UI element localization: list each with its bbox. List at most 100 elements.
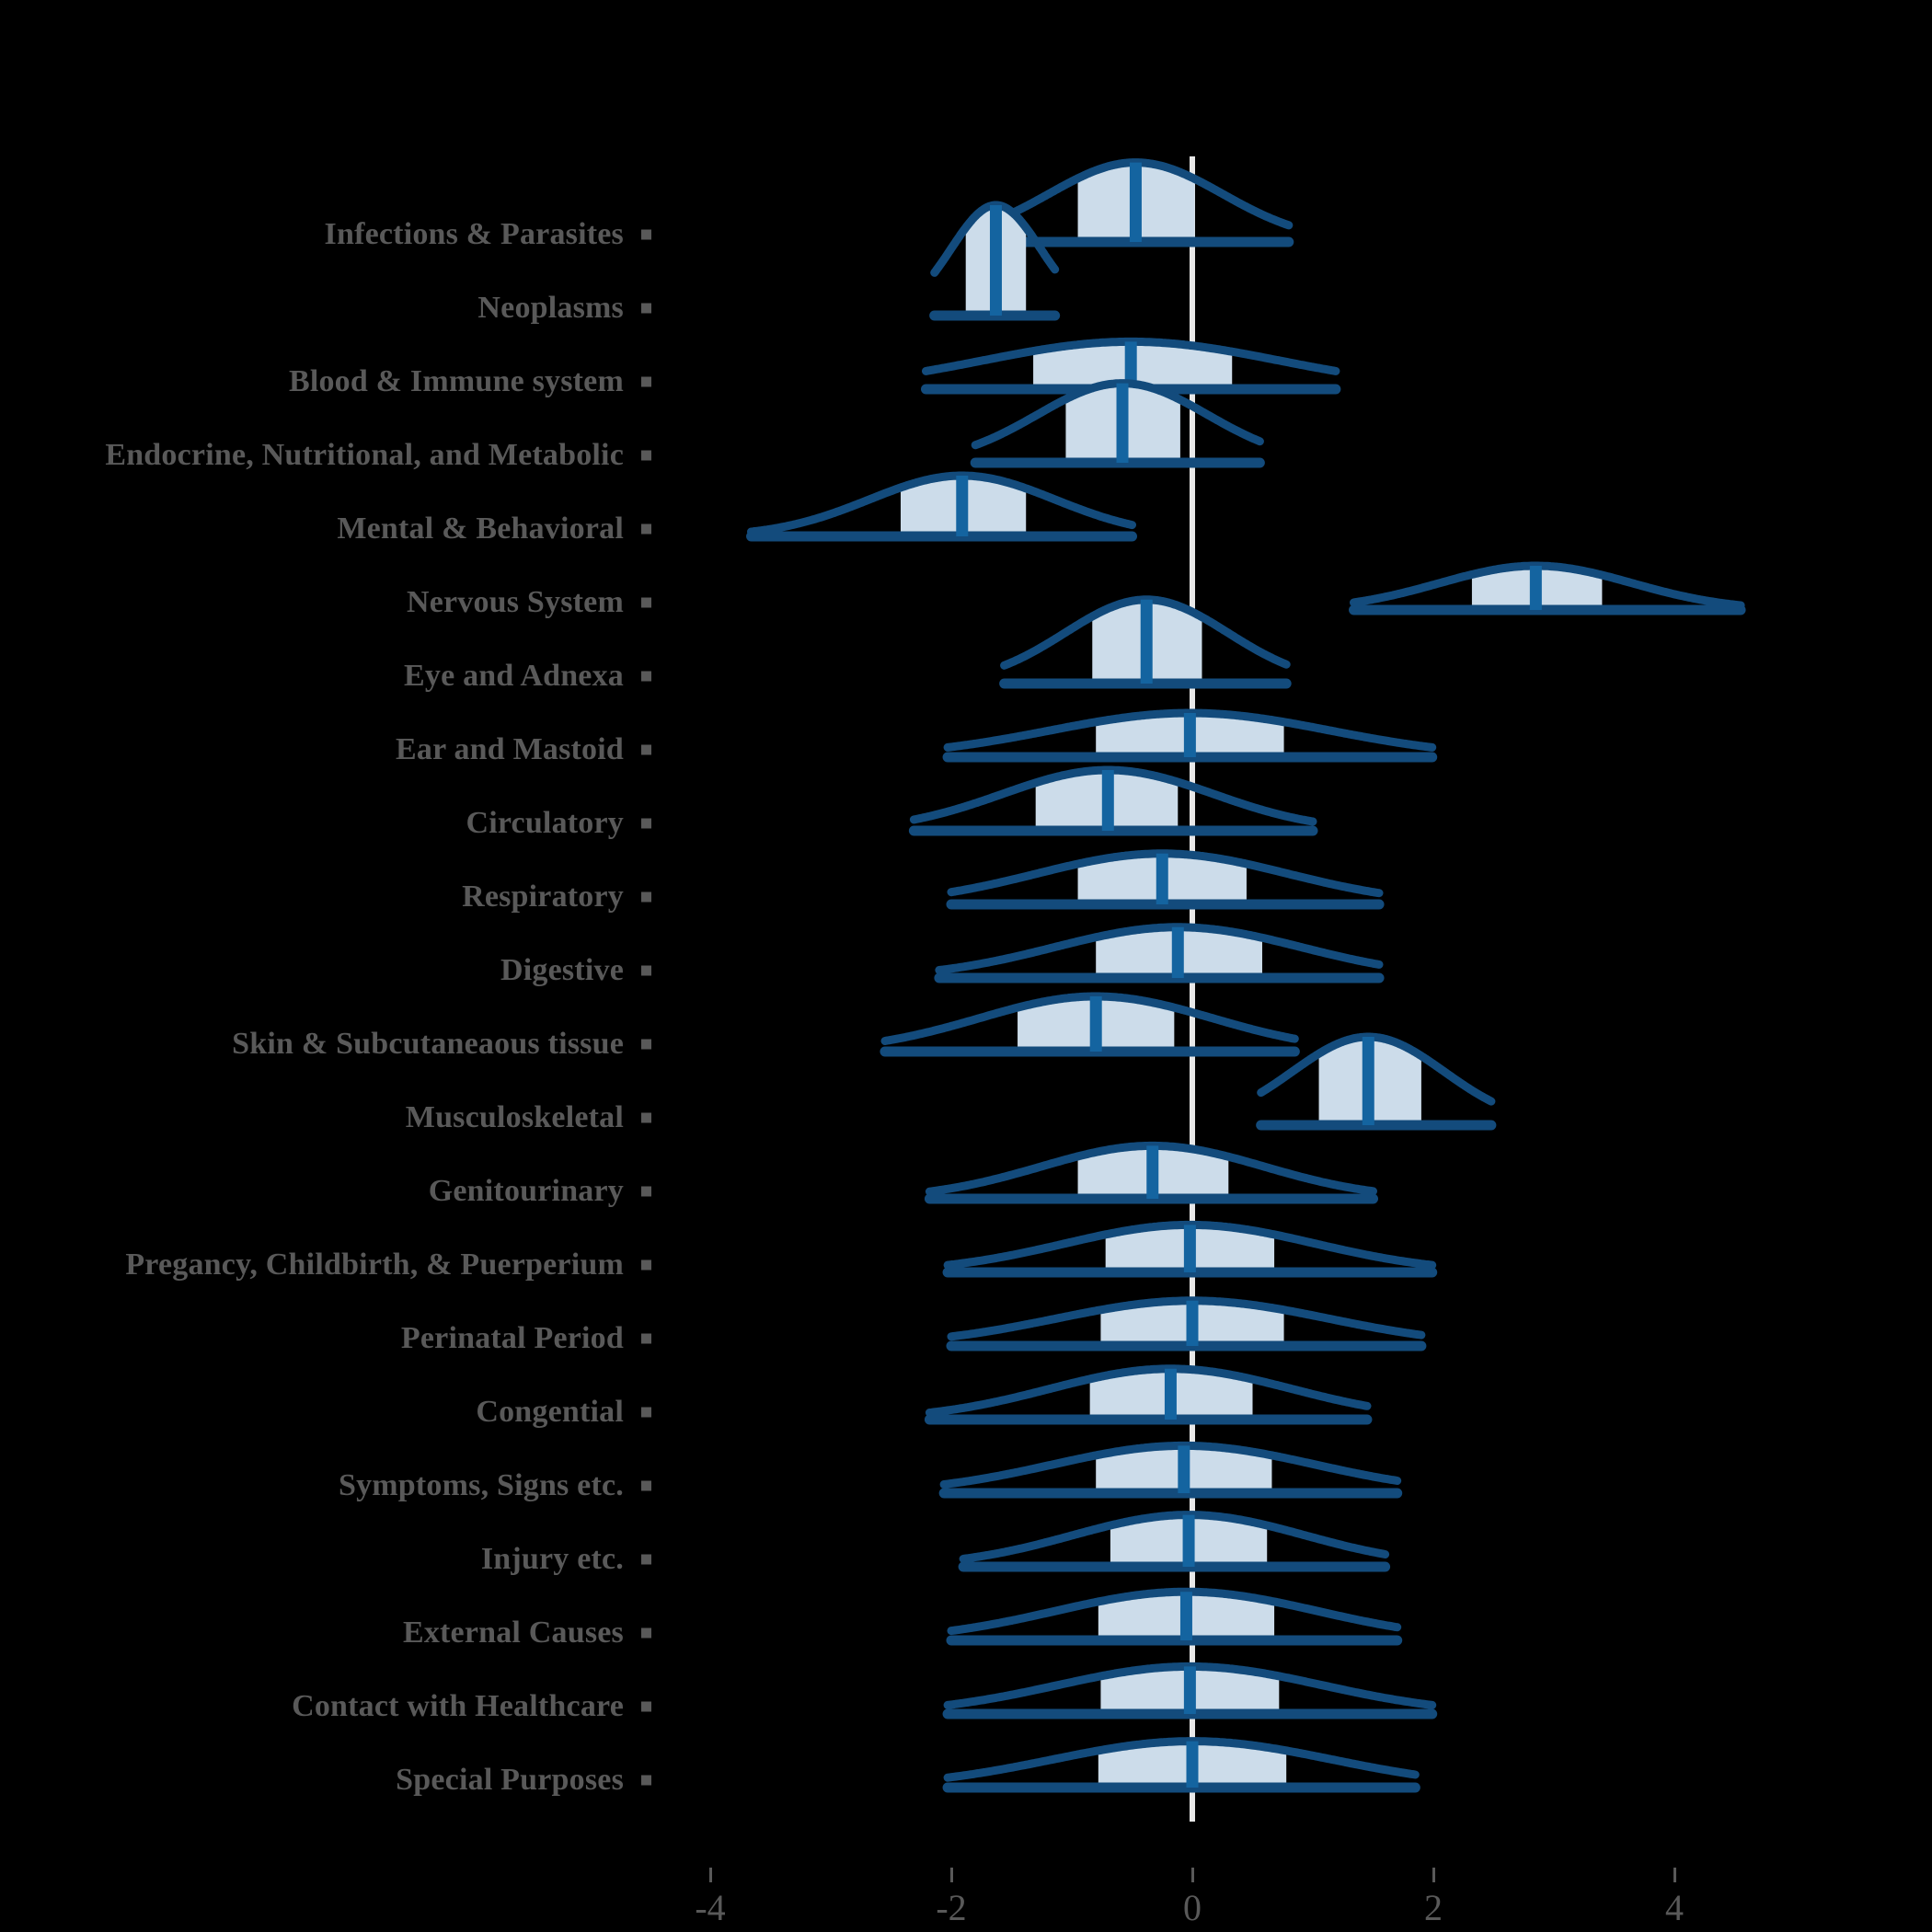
y-axis-label-3: Endocrine, Nutritional, and Metabolic xyxy=(105,438,624,472)
y-axis-tick-16 xyxy=(641,1407,651,1418)
y-axis-tick-10 xyxy=(641,965,651,976)
y-axis-label-4: Mental & Behavioral xyxy=(337,512,624,546)
density-outline xyxy=(1350,561,1745,610)
x-axis-tick-label-4: 4 xyxy=(1665,1887,1684,1928)
y-axis-tick-18 xyxy=(641,1554,651,1565)
density-outline xyxy=(909,765,1317,826)
density-outline xyxy=(971,379,1264,450)
credible-interval-fill xyxy=(1092,599,1202,684)
x-axis-tick-label-1: -2 xyxy=(936,1887,967,1928)
y-axis-tick-8 xyxy=(641,818,651,829)
x-axis-tick-2 xyxy=(1191,1868,1194,1882)
credible-interval-fill xyxy=(1471,566,1603,610)
y-axis-label-14: Pregancy, Childbirth, & Puerperium xyxy=(125,1248,624,1282)
x-axis-tick-3 xyxy=(1432,1868,1435,1882)
density-outline xyxy=(1257,1032,1496,1106)
y-axis-label-18: Injury etc. xyxy=(480,1542,624,1576)
density-outline xyxy=(922,337,1340,375)
y-axis-label-17: Symptoms, Signs etc. xyxy=(338,1468,624,1502)
credible-interval-fill xyxy=(1077,1145,1229,1199)
y-axis-label-6: Eye and Adnexa xyxy=(404,659,624,693)
credible-interval-fill xyxy=(1065,383,1180,463)
y-axis-tick-5 xyxy=(641,597,651,608)
credible-interval-fill xyxy=(1077,162,1195,242)
y-axis-label-10: Digestive xyxy=(500,953,624,987)
y-axis-label-19: External Causes xyxy=(402,1616,624,1650)
y-axis-tick-1 xyxy=(641,303,651,314)
y-axis-label-7: Ear and Mastoid xyxy=(396,732,624,766)
y-axis-tick-14 xyxy=(641,1259,651,1271)
x-axis-tick-0 xyxy=(709,1868,712,1882)
y-axis-tick-20 xyxy=(641,1701,651,1712)
credible-interval-fill xyxy=(1098,1592,1275,1640)
y-axis-tick-7 xyxy=(641,744,651,755)
y-axis-tick-6 xyxy=(641,671,651,682)
density-outline xyxy=(930,201,1060,277)
credible-interval-fill xyxy=(1033,341,1233,389)
credible-interval-fill xyxy=(1077,853,1247,904)
y-axis-tick-9 xyxy=(641,891,651,903)
y-axis-tick-11 xyxy=(641,1039,651,1050)
density-outline xyxy=(747,471,1136,536)
y-axis-tick-21 xyxy=(641,1775,651,1786)
density-outline xyxy=(935,923,1384,974)
density-outline xyxy=(943,1737,1420,1782)
density-outline xyxy=(925,1141,1377,1196)
x-axis-tick-1 xyxy=(950,1868,953,1882)
x-axis-tick-label-3: 2 xyxy=(1424,1887,1443,1928)
credible-interval-fill xyxy=(965,205,1027,316)
y-axis-label-8: Circulatory xyxy=(466,806,624,840)
density-outline xyxy=(880,992,1299,1045)
density-outline xyxy=(1000,595,1291,670)
y-axis-tick-3 xyxy=(641,450,651,461)
density-outline xyxy=(947,1587,1402,1636)
density-outline xyxy=(947,1296,1426,1341)
y-axis-label-16: Congential xyxy=(476,1395,624,1429)
density-outline xyxy=(959,1511,1390,1563)
y-axis-label-5: Nervous System xyxy=(406,585,624,619)
y-axis-label-0: Infections & Parasites xyxy=(324,217,624,251)
y-axis-tick-15 xyxy=(641,1333,651,1344)
y-axis-label-1: Neoplasms xyxy=(477,291,624,325)
y-axis-label-9: Respiratory xyxy=(462,880,624,914)
density-outline xyxy=(981,158,1294,230)
y-axis-tick-12 xyxy=(641,1112,651,1123)
y-axis-tick-0 xyxy=(641,229,651,240)
y-axis-tick-2 xyxy=(641,376,651,387)
y-axis-tick-4 xyxy=(641,523,651,535)
y-axis-label-15: Perinatal Period xyxy=(400,1321,624,1355)
x-axis-tick-label-2: 0 xyxy=(1183,1887,1202,1928)
y-axis-label-21: Special Purposes xyxy=(396,1763,624,1797)
y-axis-tick-17 xyxy=(641,1480,651,1491)
y-axis-label-12: Musculoskeletal xyxy=(405,1100,624,1134)
credible-interval-fill xyxy=(900,476,1027,536)
x-axis-tick-4 xyxy=(1673,1868,1676,1882)
y-axis-label-20: Contact with Healthcare xyxy=(292,1689,624,1723)
x-axis-tick-label-0: -4 xyxy=(695,1887,726,1928)
credible-interval-fill xyxy=(1318,1037,1421,1125)
credible-interval-fill xyxy=(1035,770,1179,831)
y-axis-label-11: Skin & Subcutaneaous tissue xyxy=(232,1027,624,1061)
